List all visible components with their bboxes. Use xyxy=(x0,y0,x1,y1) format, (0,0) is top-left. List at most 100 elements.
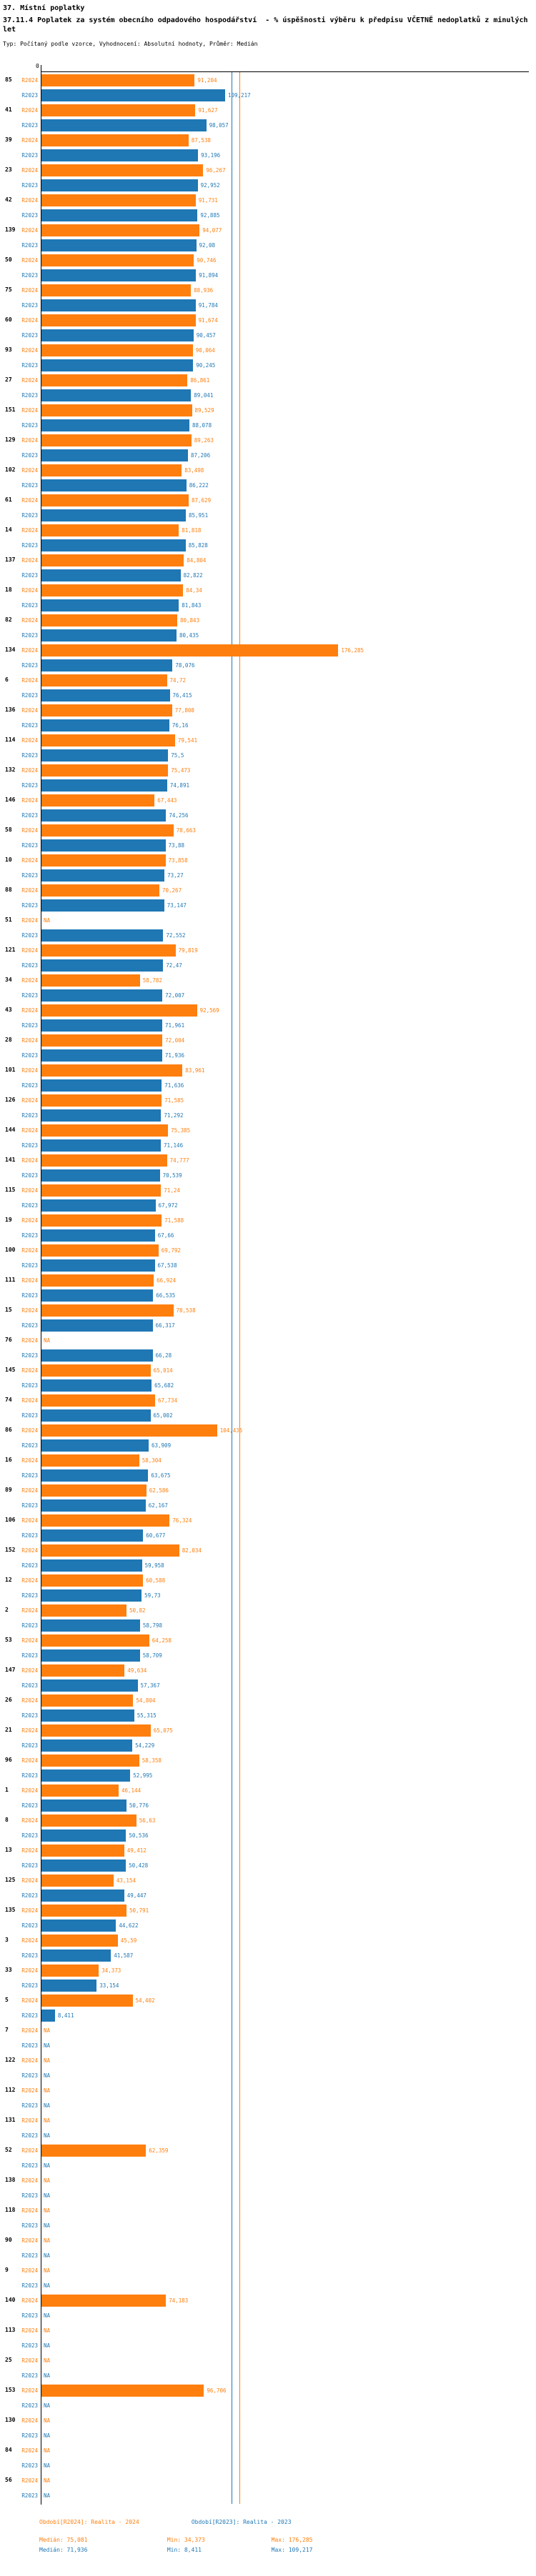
bar-row-r2023: R2023 54,229 xyxy=(0,1738,536,1753)
series-label-r2024: R2024 xyxy=(21,2327,38,2334)
value-label-r2023: 54,229 xyxy=(135,1742,155,1749)
series-label-r2023: R2023 xyxy=(21,1952,38,1959)
bar-row-r2023: R2023 109,217 xyxy=(0,88,536,103)
bar-row-r2024: R2024 45,59 xyxy=(0,1933,536,1948)
bar-row-r2024: R2024 92,569 xyxy=(0,1003,536,1018)
group-id-label: 27 xyxy=(5,376,12,383)
bar-row-r2023: R2023 58,709 xyxy=(0,1648,536,1663)
series-label-r2024: R2024 xyxy=(21,797,38,804)
bar-r2024 xyxy=(41,284,192,296)
value-label-r2024: 104,435 xyxy=(219,1427,243,1434)
series-label-r2023: R2023 xyxy=(21,571,38,579)
series-label-r2024: R2024 xyxy=(21,1067,38,1074)
bar-r2023 xyxy=(41,1679,138,1692)
bar-row-r2024: R2024 78,538 xyxy=(0,1303,536,1318)
bar-row-r2023: R2023 63,675 xyxy=(0,1468,536,1483)
group-row: 140 R2024 74,183 R2023 NA xyxy=(0,2293,536,2323)
summary-stats: Medián: 75,081 Min: 34,373 Max: 176,285 … xyxy=(0,2537,536,2553)
bar-row-r2023: R2023 33,154 xyxy=(0,1978,536,1993)
group-id-label: 144 xyxy=(5,1126,16,1133)
bar-row-r2023: R2023 67,66 xyxy=(0,1228,536,1243)
bar-r2024 xyxy=(41,1604,126,1617)
value-label-r2024: 78,663 xyxy=(176,827,196,834)
group-id-label: 12 xyxy=(5,1576,12,1583)
bar-row-r2024: R2024 75,385 xyxy=(0,1123,536,1138)
bar-row-r2024: R2024 70,267 xyxy=(0,883,536,898)
bar-row-r2023: R2023 41,587 xyxy=(0,1948,536,1963)
bar-row-r2023: R2023 52,995 xyxy=(0,1768,536,1783)
bar-r2024 xyxy=(41,1034,163,1047)
bar-row-r2023: R2023 78,076 xyxy=(0,658,536,673)
group-row: 26 R2024 54,804 R2023 55,315 xyxy=(0,1693,536,1723)
bar-r2024 xyxy=(41,1274,154,1287)
series-label-r2024: R2024 xyxy=(21,1277,38,1284)
bar-r2023 xyxy=(41,1199,156,1212)
series-label-r2024: R2024 xyxy=(21,496,38,504)
series-label-r2023: R2023 xyxy=(21,1202,38,1209)
value-label-r2024: 96,706 xyxy=(207,2387,227,2394)
na-label-r2023: NA xyxy=(44,2102,51,2109)
value-label-r2023: 33,154 xyxy=(99,1982,119,1989)
bar-r2023 xyxy=(41,1799,126,1812)
bar-row-r2023: R2023 NA xyxy=(0,2038,536,2053)
series-label-r2023: R2023 xyxy=(21,631,38,639)
group-id-label: 129 xyxy=(5,436,16,443)
bar-r2023 xyxy=(41,449,188,461)
series-label-r2023: R2023 xyxy=(21,842,38,849)
value-label-r2023: 72,47 xyxy=(166,962,182,969)
group-row: 145 R2024 65,014 R2023 65,682 xyxy=(0,1363,536,1393)
bar-row-r2023: R2023 72,007 xyxy=(0,988,536,1003)
bar-r2024 xyxy=(41,1844,124,1857)
group-id-label: 145 xyxy=(5,1366,16,1373)
max-r2024: Max: 176,285 xyxy=(271,2537,313,2543)
series-label-r2024: R2024 xyxy=(21,1817,38,1824)
series-label-r2024: R2024 xyxy=(21,1427,38,1434)
bar-r2024 xyxy=(41,374,188,386)
group-id-label: 28 xyxy=(5,1036,12,1043)
group-id-label: 114 xyxy=(5,736,16,743)
series-label-r2023: R2023 xyxy=(21,151,38,159)
value-label-r2024: 84,804 xyxy=(187,556,207,564)
na-label-r2023: NA xyxy=(44,2432,51,2439)
series-label-r2024: R2024 xyxy=(21,316,38,324)
series-label-r2024: R2024 xyxy=(21,1247,38,1254)
bar-row-r2023: R2023 59,958 xyxy=(0,1558,536,1573)
series-label-r2024: R2024 xyxy=(21,1997,38,2004)
report-header: 37. Místní poplatky 37.11.4 Poplatek za … xyxy=(0,0,536,47)
value-label-r2023: 62,167 xyxy=(148,1502,168,1509)
bar-row-r2024: R2024 96,706 xyxy=(0,2383,536,2398)
bar-r2023 xyxy=(41,659,173,672)
series-label-r2023: R2023 xyxy=(21,902,38,909)
series-label-r2024: R2024 xyxy=(21,346,38,354)
value-label-r2024: 83,498 xyxy=(184,466,204,474)
series-label-r2023: R2023 xyxy=(21,421,38,429)
bar-row-r2024: R2024 60,588 xyxy=(0,1573,536,1588)
series-label-r2024: R2024 xyxy=(21,466,38,474)
value-label-r2023: 63,909 xyxy=(152,1442,172,1449)
group-row: 21 R2024 65,075 R2023 54,229 xyxy=(0,1723,536,1753)
value-label-r2024: 75,473 xyxy=(171,767,191,774)
value-label-r2024: 79,819 xyxy=(178,947,198,954)
group-id-label: 139 xyxy=(5,226,16,233)
group-id-label: 34 xyxy=(5,976,12,983)
value-label-r2023: 8,411 xyxy=(57,2012,74,2019)
bar-row-r2024: R2024 NA xyxy=(0,2203,536,2218)
x-axis-zero-label: 0 xyxy=(36,62,39,69)
bar-r2023 xyxy=(41,1949,111,1962)
bar-row-r2023: R2023 92,08 xyxy=(0,238,536,253)
bar-r2024 xyxy=(41,1184,162,1197)
bar-r2023 xyxy=(41,1439,149,1452)
bar-row-r2023: R2023 90,457 xyxy=(0,328,536,343)
series-label-r2024: R2024 xyxy=(21,1607,38,1614)
value-label-r2024: 54,804 xyxy=(136,1697,156,1704)
group-id-label: 76 xyxy=(5,1336,12,1343)
group-id-label: 118 xyxy=(5,2206,16,2213)
bar-row-r2024: R2024 90,064 xyxy=(0,343,536,358)
bar-r2023 xyxy=(41,899,164,912)
value-label-r2024: 54,402 xyxy=(135,1997,155,2004)
bar-row-r2023: R2023 76,415 xyxy=(0,688,536,703)
group-id-label: 88 xyxy=(5,886,12,893)
bar-r2023 xyxy=(41,1589,142,1602)
series-label-r2024: R2024 xyxy=(21,2087,38,2094)
